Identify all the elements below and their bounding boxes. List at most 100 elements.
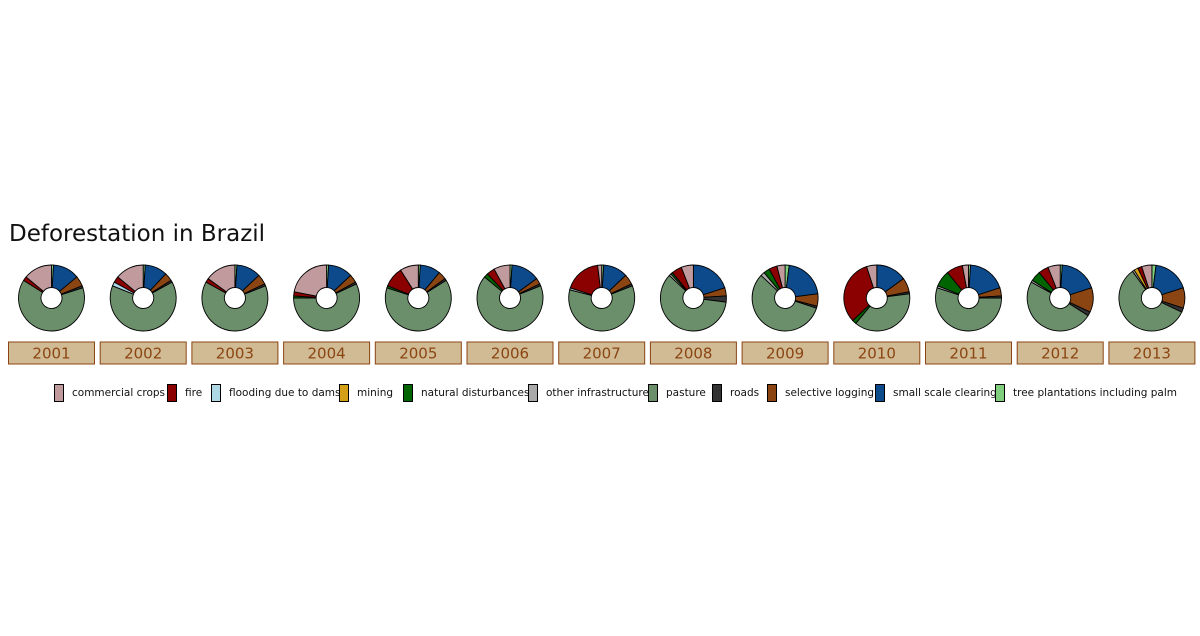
slice-2007-pasture [568, 285, 636, 332]
facet-strip-2013 [1108, 341, 1196, 365]
slice-2010-fire [843, 266, 875, 322]
slice-2010-commercial-crops [866, 264, 878, 289]
facet-strip-2006 [466, 341, 554, 365]
facet-strip-2005 [374, 341, 462, 365]
legend-swatch [211, 384, 221, 402]
donut-2010 [843, 264, 911, 332]
facet-label-2004: 2004 [308, 345, 346, 363]
legend-label: pasture [666, 387, 706, 399]
legend-label: natural disturbances [421, 387, 530, 399]
donut-2005 [384, 264, 452, 332]
legend-swatch [995, 384, 1005, 402]
donut-2012 [1026, 264, 1094, 332]
slice-2008-commercial-crops [680, 264, 694, 289]
facet-strip-2009 [741, 341, 829, 365]
donut-2009 [751, 264, 819, 332]
facet-label-2003: 2003 [216, 345, 254, 363]
legend-label: mining [357, 387, 394, 399]
slice-2004-commercial-crops [293, 264, 328, 297]
slice-2012-pasture [1026, 281, 1089, 332]
legend: commercial crops fire flooding due to dams… [0, 382, 1200, 406]
legend-item-roads: roads [712, 382, 759, 404]
donut-2004 [293, 264, 361, 332]
facet-label-2007: 2007 [583, 345, 621, 363]
slice-2006-commercial-crops [493, 264, 511, 290]
legend-swatch [339, 384, 349, 402]
legend-item-fire: fire [167, 382, 202, 404]
slice-2012-commercial-crops [1047, 264, 1061, 289]
facet-label-2012: 2012 [1041, 345, 1079, 363]
facet-strip-2002 [99, 341, 187, 365]
legend-swatch [712, 384, 722, 402]
donut-2003 [201, 264, 269, 332]
legend-label: commercial crops [72, 387, 165, 399]
slice-2007-commercial-crops [597, 264, 603, 289]
facet-label-2002: 2002 [124, 345, 162, 363]
facet-label-2009: 2009 [766, 345, 804, 363]
facet-strip-2011 [925, 341, 1012, 365]
legend-swatch [54, 384, 64, 402]
facet-label-2011: 2011 [949, 345, 987, 363]
legend-label: small scale clearing [893, 387, 997, 399]
legend-label: other infrastructure [546, 387, 649, 399]
legend-swatch [875, 384, 885, 402]
facet-label-2013: 2013 [1133, 345, 1171, 363]
slice-2008-pasture [659, 274, 727, 332]
slice-2009-commercial-crops [776, 264, 786, 289]
legend-item-natural-disturbances: natural disturbances [403, 382, 529, 404]
legend-item-selective-logging: selective logging [767, 382, 874, 404]
slice-2002-pasture [109, 281, 177, 332]
legend-item-tree-plantations-including-palm: tree plantations including palm [995, 382, 1177, 404]
legend-item-flooding-due-to-dams: flooding due to dams [211, 382, 341, 404]
chart-title: Deforestation in Brazil [9, 221, 266, 247]
slice-2006-pasture [476, 276, 544, 332]
donut-2001 [18, 264, 85, 332]
slice-2011-commercial-crops [961, 264, 969, 289]
slice-2002-commercial-crops [117, 264, 144, 292]
facet-label-2005: 2005 [399, 345, 437, 363]
slice-2001-commercial-crops [25, 264, 52, 292]
donut-2006 [476, 264, 544, 332]
facet-label-2001: 2001 [32, 345, 70, 363]
facet-strip-2004 [283, 341, 371, 365]
slice-2013-pasture [1118, 270, 1183, 332]
legend-label: selective logging [785, 387, 875, 399]
facet-label-2008: 2008 [674, 345, 712, 363]
legend-swatch [648, 384, 658, 402]
facet-strip-2007 [558, 341, 646, 365]
facet-label-2006: 2006 [491, 345, 529, 363]
donut-2007 [568, 264, 636, 332]
donut-2011 [935, 264, 1002, 332]
legend-item-small-scale-clearing: small scale clearing [875, 382, 997, 404]
legend-label: roads [730, 387, 760, 399]
facets-svg: 2001 2002 2003 2004 2005 2006 2007 2008 2009 2010… [8, 264, 1196, 365]
slice-2009-small-scale-clearing [785, 264, 819, 298]
slice-2001-pasture [18, 279, 85, 332]
facet-strip-2010 [833, 341, 921, 365]
donut-2002 [109, 264, 177, 332]
slice-2003-commercial-crops [207, 264, 236, 293]
legend-label: tree plantations including palm [1013, 387, 1178, 399]
legend-label: fire [185, 387, 203, 399]
legend-swatch [528, 384, 538, 402]
legend-item-pasture: pasture [648, 382, 706, 404]
facet-strip-2003 [191, 341, 279, 365]
facet-strip-2012 [1016, 341, 1104, 365]
slice-2005-commercial-crops [399, 264, 419, 290]
slice-2010-pasture [855, 293, 911, 332]
slice-2013-commercial-crops [1141, 264, 1153, 289]
slice-2004-pasture [293, 283, 361, 332]
legend-swatch [403, 384, 413, 402]
donut-2008 [659, 264, 727, 332]
legend-label: flooding due to dams [229, 387, 341, 399]
legend-item-commercial-crops: commercial crops [54, 382, 165, 404]
slice-2009-pasture [751, 274, 818, 332]
facet-strip-2001 [8, 341, 95, 365]
slice-2003-pasture [201, 281, 269, 332]
legend-swatch [767, 384, 777, 402]
legend-item-mining: mining [339, 382, 393, 404]
facet-label-2010: 2010 [858, 345, 896, 363]
legend-item-other-infrastructure: other infrastructure [528, 382, 649, 404]
facet-strip-2008 [649, 341, 737, 365]
